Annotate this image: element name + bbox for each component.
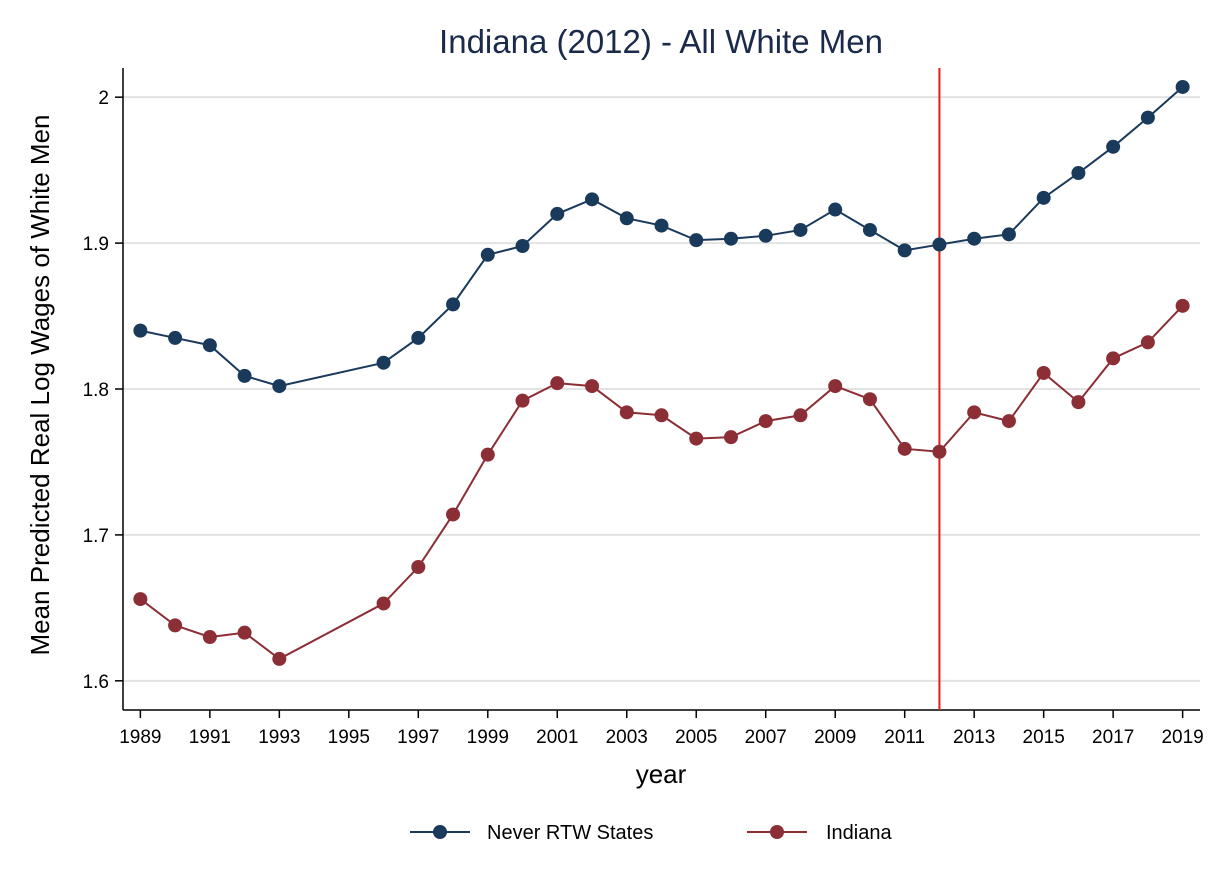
data-point xyxy=(862,222,877,237)
data-point xyxy=(654,408,669,423)
y-tick-label: 1.8 xyxy=(83,380,109,401)
data-point xyxy=(1036,365,1051,380)
y-tick-label: 2 xyxy=(98,88,109,109)
data-point xyxy=(1071,395,1086,410)
x-tick-label: 2013 xyxy=(953,727,995,748)
data-point xyxy=(1071,166,1086,181)
x-tick-label: 2001 xyxy=(536,727,578,748)
axes: 1.6 1.7 1.8 1.9 2 1989 1991 1993 1995 1997 1999 200… xyxy=(83,68,1204,748)
x-tick-label: 2019 xyxy=(1161,727,1203,748)
data-point xyxy=(585,379,600,394)
data-point xyxy=(967,231,982,246)
x-tick-label: 1999 xyxy=(467,727,509,748)
data-point xyxy=(376,355,391,370)
data-point xyxy=(758,414,773,429)
y-tick-label: 1.7 xyxy=(83,526,109,547)
chart-title: Indiana (2012) - All White Men xyxy=(439,23,883,60)
data-point xyxy=(202,338,217,353)
y-axis-title: Mean Predicted Real Log Wages of White M… xyxy=(25,115,55,656)
legend-swatch-marker xyxy=(770,825,784,839)
x-tick-label: 2017 xyxy=(1092,727,1134,748)
data-point xyxy=(237,625,252,640)
data-point xyxy=(1140,110,1155,125)
data-point xyxy=(897,441,912,456)
data-point xyxy=(515,393,530,408)
legend-label: Never RTW States xyxy=(487,822,653,844)
data-point xyxy=(723,231,738,246)
data-point xyxy=(411,330,426,345)
data-point xyxy=(758,228,773,243)
x-tick-label: 2011 xyxy=(884,727,925,748)
data-point xyxy=(133,323,148,338)
data-point xyxy=(411,560,426,575)
data-point xyxy=(1106,139,1121,154)
x-tick-label: 2003 xyxy=(606,727,648,748)
data-point xyxy=(168,330,183,345)
data-point xyxy=(862,392,877,407)
x-tick-label: 2007 xyxy=(745,727,787,748)
data-point xyxy=(689,431,704,446)
data-point xyxy=(446,507,461,522)
y-tick-label: 1.6 xyxy=(83,672,109,693)
data-point xyxy=(480,247,495,262)
x-tick-label: 1997 xyxy=(397,727,439,748)
data-point xyxy=(585,192,600,207)
data-point xyxy=(932,444,947,459)
data-point xyxy=(828,379,843,394)
x-tick-label: 2005 xyxy=(675,727,717,748)
data-point xyxy=(967,405,982,420)
data-point xyxy=(446,297,461,312)
data-point xyxy=(793,408,808,423)
data-point xyxy=(1175,79,1190,94)
data-point xyxy=(1140,335,1155,350)
legend: Never RTW States Indiana xyxy=(410,822,892,844)
data-point xyxy=(1001,227,1016,242)
data-point xyxy=(689,233,704,248)
data-point xyxy=(202,630,217,645)
data-point xyxy=(654,218,669,233)
data-point xyxy=(550,376,565,391)
series-layer xyxy=(133,79,1190,666)
y-tick-label: 1.9 xyxy=(83,234,109,255)
legend-swatch-marker xyxy=(433,825,447,839)
legend-label: Indiana xyxy=(826,822,892,844)
x-tick-label: 1991 xyxy=(189,727,231,748)
data-point xyxy=(272,379,287,394)
grid-lines xyxy=(123,96,1200,682)
data-point xyxy=(619,405,634,420)
data-point xyxy=(793,222,808,237)
data-point xyxy=(376,596,391,611)
data-point xyxy=(619,211,634,226)
data-point xyxy=(480,447,495,462)
x-tick-label: 1993 xyxy=(258,727,300,748)
x-tick-label: 1995 xyxy=(328,727,370,748)
x-axis-title: year xyxy=(636,759,687,789)
data-point xyxy=(550,206,565,221)
data-point xyxy=(272,651,287,666)
data-point xyxy=(828,202,843,217)
data-point xyxy=(1036,190,1051,205)
x-tick-label: 2015 xyxy=(1023,727,1065,748)
data-point xyxy=(168,618,183,633)
data-point xyxy=(1106,351,1121,366)
data-point xyxy=(515,239,530,254)
data-point xyxy=(932,237,947,252)
data-point xyxy=(237,368,252,383)
x-tick-label: 1989 xyxy=(119,727,161,748)
data-point xyxy=(1001,414,1016,429)
data-point xyxy=(1175,298,1190,313)
data-point xyxy=(723,430,738,445)
x-tick-label: 2009 xyxy=(814,727,856,748)
data-point xyxy=(133,592,148,607)
data-point xyxy=(897,243,912,258)
